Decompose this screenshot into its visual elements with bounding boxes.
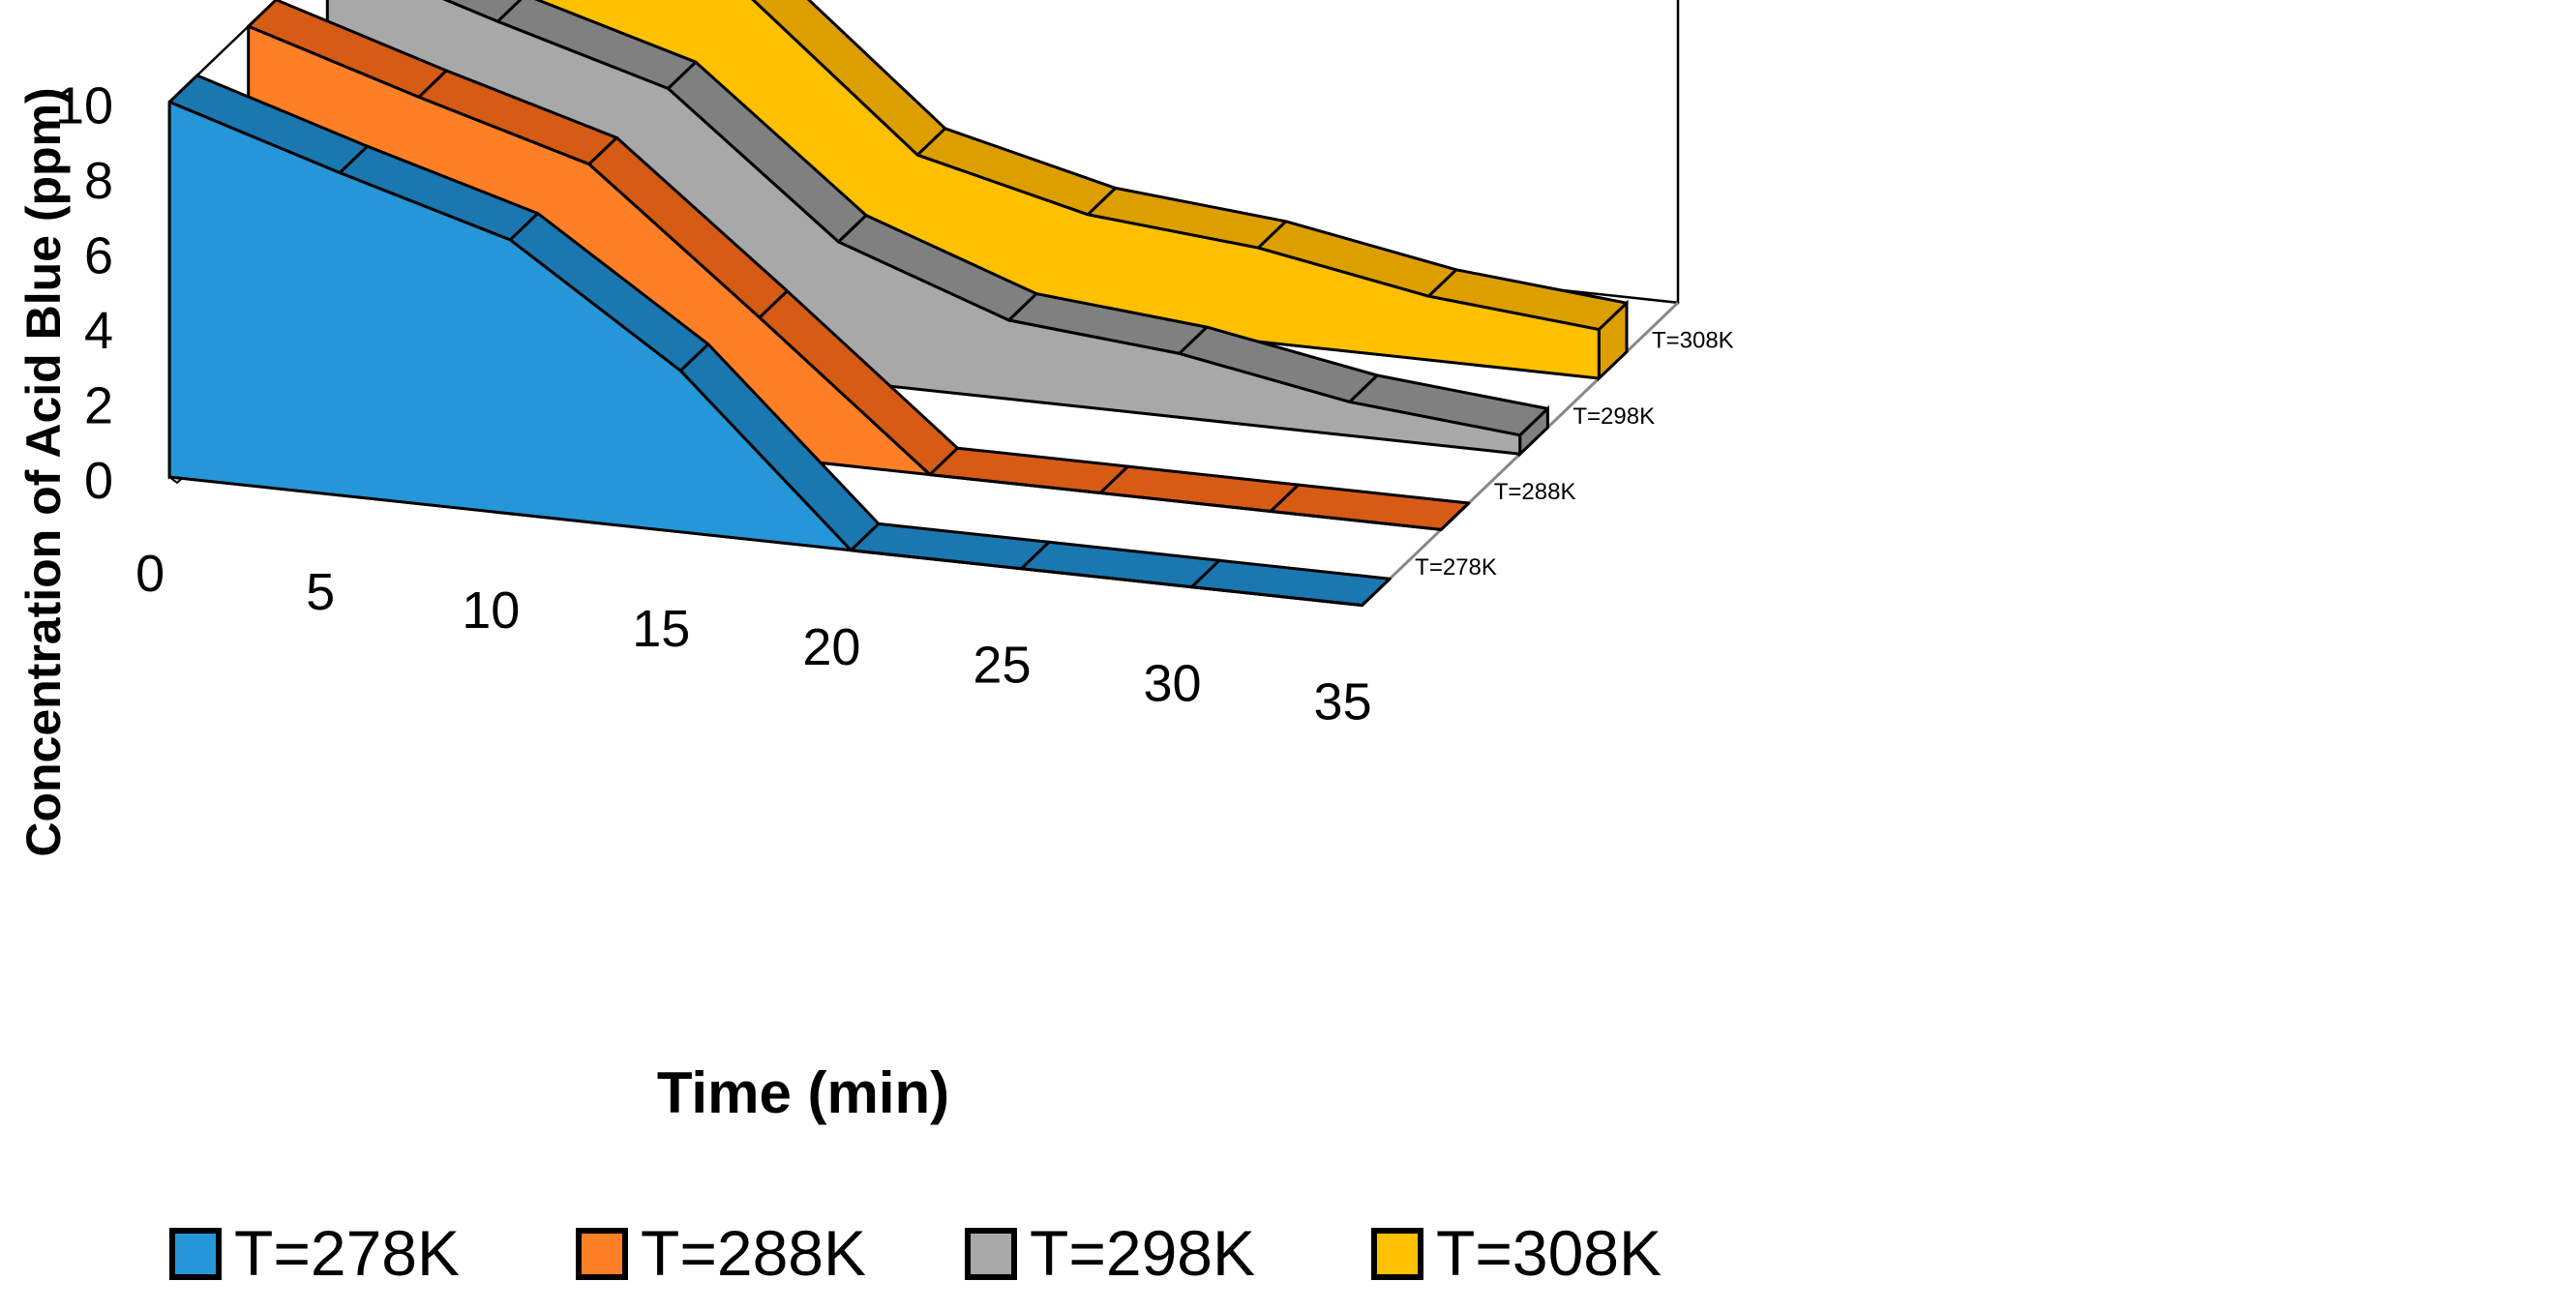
legend-swatch — [169, 1228, 222, 1280]
series-end-cap — [1440, 501, 1470, 531]
legend-item-T=308K: T=308K — [1371, 1217, 1662, 1289]
chart-legend: T=278K T=288K T=298K T=308K — [169, 1217, 1662, 1289]
series-front-face — [167, 100, 1364, 608]
legend-item-T=298K: T=298K — [965, 1217, 1255, 1289]
x-tick-label: 30 — [1143, 655, 1201, 713]
y-tick-label: 0 — [84, 452, 113, 510]
x-tick-label: 25 — [973, 637, 1031, 695]
legend-swatch — [576, 1228, 628, 1280]
legend-label: T=278K — [234, 1217, 460, 1289]
depth-label: T=298K — [1573, 403, 1655, 430]
x-axis-title: Time (min) — [657, 1060, 949, 1125]
y-tick-label: 10 — [55, 76, 113, 134]
x-tick-label: 15 — [632, 600, 690, 658]
legend-swatch — [965, 1228, 1017, 1280]
legend-item-T=288K: T=288K — [576, 1217, 866, 1289]
x-tick-label: 5 — [306, 563, 335, 621]
depth-label: T=288K — [1494, 479, 1576, 505]
legend-item-T=278K: T=278K — [169, 1217, 460, 1289]
legend-label: T=308K — [1436, 1217, 1662, 1289]
y-tick-label: 8 — [84, 152, 113, 210]
y-tick-label: 4 — [84, 302, 113, 360]
x-tick-label: 0 — [135, 545, 165, 603]
depth-label: T=308K — [1652, 328, 1734, 354]
x-tick-label: 10 — [462, 581, 520, 640]
series-end-cap — [1518, 404, 1549, 458]
legend-swatch — [1371, 1228, 1423, 1280]
legend-label: T=288K — [641, 1217, 866, 1289]
x-tick-label: 20 — [802, 618, 860, 676]
y-axis-title: Concentration of Acid Blue (ppm) — [16, 87, 71, 856]
legend-label: T=298K — [1030, 1217, 1255, 1289]
depth-label: T=278K — [1415, 554, 1497, 581]
series-end-cap — [1597, 299, 1629, 382]
series-end-cap — [1361, 578, 1392, 607]
chart-series — [167, 0, 1629, 608]
chart-axes: T=278K T=288K T=298K T=308K 0 2 4 6 8 10 0 5 10 15 20 2… — [16, 76, 1734, 1125]
y-tick-label: 2 — [84, 376, 113, 434]
y-tick-label: 6 — [84, 226, 113, 284]
x-tick-label: 35 — [1314, 673, 1372, 731]
series-T=278K — [167, 74, 1392, 608]
